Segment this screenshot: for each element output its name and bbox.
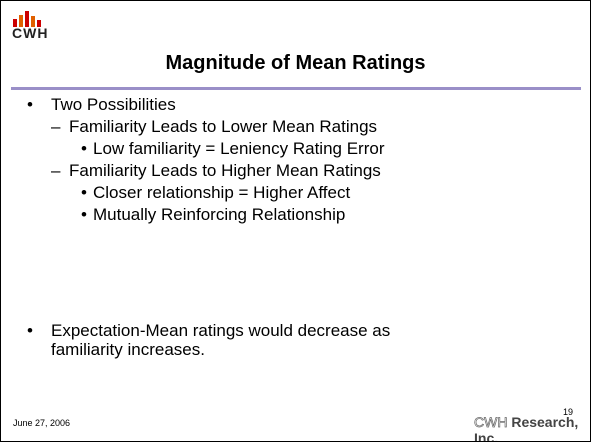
bullet-marker: • [27, 95, 33, 114]
bullet: Familiarity Leads to Lower Mean Ratings [69, 117, 378, 136]
title-rule [11, 87, 581, 90]
bullet-marker: – [51, 161, 61, 180]
title: Magnitude of Mean Ratings [165, 52, 426, 74]
bullet-marker: • [81, 205, 87, 224]
logo-text: CWH [12, 25, 49, 41]
bullet-marker: • [81, 139, 87, 158]
bullet: Familiarity Leads to Higher Mean Ratings [69, 161, 381, 180]
footer-brand-text: Research, Inc. [474, 414, 579, 442]
bullet-marker: • [81, 183, 87, 202]
date: June 27, 2006 [13, 418, 71, 428]
bullet-marker: – [51, 117, 61, 136]
bullet: Mutually Reinforcing Relationship [93, 205, 346, 224]
page-number: 19 [563, 407, 574, 417]
logo-icon [13, 11, 41, 27]
bullet: Expectation-Mean ratings would decrease … [51, 321, 391, 359]
footer-brand-mark: CWH [474, 414, 508, 431]
footer-brand: CWH Research, Inc. [474, 414, 590, 442]
bullet: Low familiarity = Leniency Rating Error [93, 139, 385, 158]
bullet: Two Possibilities [51, 95, 176, 114]
bullet-marker: • [27, 321, 33, 340]
bullet: Closer relationship = Higher Affect [93, 183, 351, 202]
